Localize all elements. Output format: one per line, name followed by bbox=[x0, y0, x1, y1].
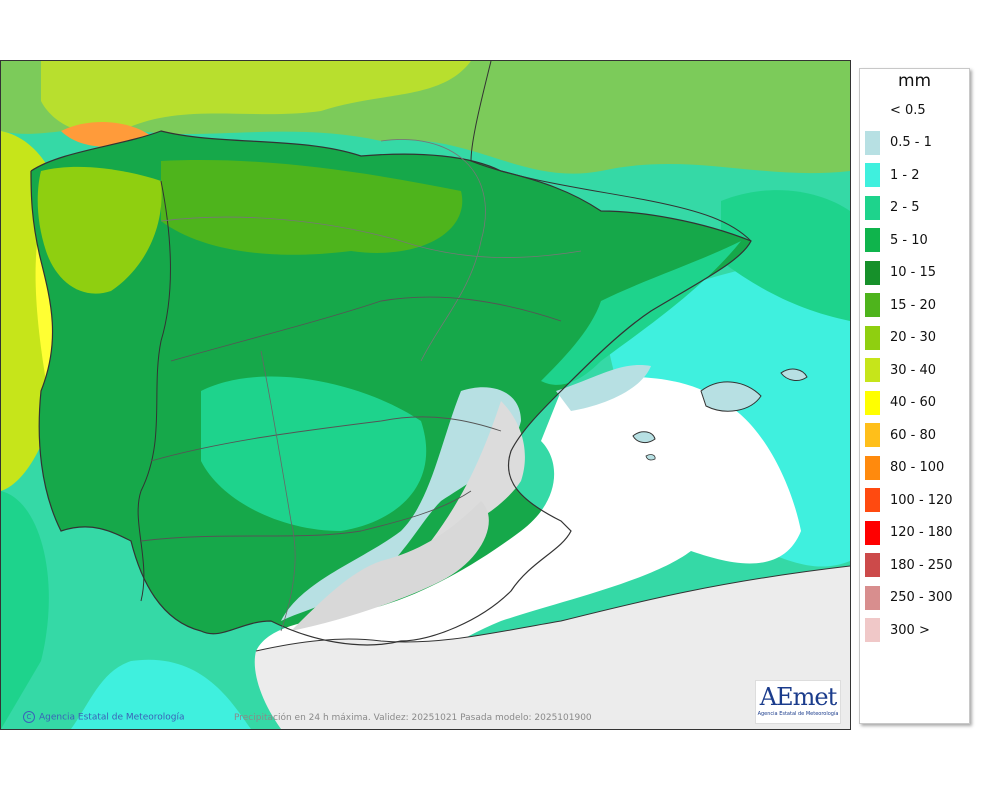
legend-label: 300 > bbox=[890, 622, 930, 638]
legend-label: < 0.5 bbox=[890, 102, 926, 118]
dry-relief-southeast bbox=[291, 501, 489, 631]
legend-swatch bbox=[865, 618, 880, 642]
legend-swatch bbox=[865, 585, 880, 610]
legend-item: 15 - 20 bbox=[865, 293, 936, 317]
legend-item: 0.5 - 1 bbox=[865, 130, 932, 155]
region-border-5 bbox=[140, 490, 472, 542]
legend-item: 80 - 100 bbox=[865, 455, 945, 480]
legend-swatch bbox=[865, 130, 880, 155]
agency-credit-text: Agencia Estatal de Meteorología bbox=[39, 712, 185, 723]
legend-swatch bbox=[865, 488, 880, 512]
legend-swatch bbox=[865, 293, 880, 317]
legend-item: 250 - 300 bbox=[865, 585, 953, 610]
map-caption: Precipitación en 24 h máxima. Validez: 2… bbox=[234, 713, 592, 723]
menorca bbox=[780, 368, 808, 381]
region-border-4 bbox=[150, 416, 502, 462]
legend-item: 5 - 10 bbox=[865, 228, 928, 252]
legend-label: 15 - 20 bbox=[890, 297, 937, 313]
legend-item: 100 - 120 bbox=[865, 488, 953, 512]
legend-swatch bbox=[865, 358, 880, 382]
southwest-band bbox=[1, 491, 49, 729]
legend-item: 20 - 30 bbox=[865, 325, 937, 350]
portugal-coastline bbox=[30, 170, 202, 632]
legend-label: 100 - 120 bbox=[890, 492, 953, 508]
legend-label: 10 - 15 bbox=[890, 265, 937, 280]
legend-label: 80 - 100 bbox=[890, 460, 945, 475]
agency-credit[interactable]: C Agencia Estatal de Meteorología bbox=[23, 711, 185, 723]
legend-label: 60 - 80 bbox=[890, 427, 937, 443]
region-border-6 bbox=[260, 350, 296, 632]
legend-item: 10 - 15 bbox=[865, 260, 937, 285]
legend-item: 30 - 40 bbox=[865, 358, 936, 382]
region-border-1 bbox=[380, 139, 486, 362]
dry-relief-east bbox=[431, 401, 525, 541]
precipitation-map[interactable]: C Agencia Estatal de Meteorología Precipi… bbox=[0, 60, 851, 730]
legend-swatch bbox=[865, 163, 880, 187]
legend-label: 2 - 5 bbox=[890, 200, 920, 215]
legend-label: 20 - 30 bbox=[890, 330, 937, 345]
legend-swatch bbox=[865, 195, 880, 220]
legend-swatch bbox=[865, 260, 880, 285]
precipitation-legend: mm < 0.5 0.5 - 1 1 - 2 2 - 5 5 - 10 10 - 15 15… bbox=[859, 68, 970, 724]
mallorca bbox=[700, 381, 762, 412]
legend-item: 300 > bbox=[865, 618, 930, 642]
galicia-band bbox=[37, 166, 162, 294]
legend-label: 30 - 40 bbox=[890, 362, 937, 378]
legend-label: 250 - 300 bbox=[890, 590, 953, 605]
legend-swatch bbox=[865, 98, 880, 122]
legend-item: 60 - 80 bbox=[865, 423, 936, 447]
legend-label: 1 - 2 bbox=[890, 167, 920, 183]
north-yellow-band bbox=[41, 61, 471, 134]
copyright-icon: C bbox=[23, 711, 35, 723]
region-border-3 bbox=[170, 296, 562, 362]
legend-item: 2 - 5 bbox=[865, 195, 920, 220]
north-africa-land bbox=[254, 566, 850, 729]
logo-subtitle: Agencia Estatal de Meteorología bbox=[757, 711, 839, 717]
legend-swatch bbox=[865, 553, 880, 577]
iberia-land bbox=[31, 131, 751, 645]
legend-item: < 0.5 bbox=[865, 98, 926, 122]
africa-coastline bbox=[255, 565, 850, 652]
northeast-green bbox=[721, 190, 850, 321]
region-border-2 bbox=[160, 216, 582, 258]
legend-label: 180 - 250 bbox=[890, 557, 953, 573]
catalonia-coast bbox=[541, 241, 741, 385]
france-border bbox=[470, 61, 752, 242]
legend-swatch bbox=[865, 520, 880, 545]
aemet-logo[interactable]: AEmet Agencia Estatal de Meteorología bbox=[755, 680, 841, 724]
dry-sea-area bbox=[256, 377, 801, 692]
legend-unit: mm bbox=[897, 71, 932, 91]
south-cyan-band bbox=[71, 659, 251, 729]
legend-label: 0.5 - 1 bbox=[890, 135, 932, 150]
legend-label: 120 - 180 bbox=[890, 525, 953, 540]
legend-swatch bbox=[865, 228, 880, 252]
map-canvas bbox=[1, 61, 850, 729]
iberia-coastline bbox=[30, 130, 752, 646]
logo-mark: AEmet bbox=[759, 683, 837, 711]
light-cyan-strip bbox=[556, 365, 651, 411]
legend-swatch bbox=[865, 423, 880, 447]
southeast-light bbox=[281, 387, 521, 621]
cantabrian-band bbox=[161, 160, 463, 255]
legend-item: 120 - 180 bbox=[865, 520, 953, 545]
formentera bbox=[645, 454, 656, 461]
legend-item: 180 - 250 bbox=[865, 553, 953, 577]
central-green bbox=[201, 376, 427, 531]
legend-label: 5 - 10 bbox=[890, 232, 928, 248]
legend-swatch bbox=[865, 325, 880, 350]
spain-portugal-border bbox=[137, 180, 171, 602]
legend-item: 1 - 2 bbox=[865, 163, 920, 187]
legend-item: 40 - 60 bbox=[865, 390, 937, 415]
legend-label: 40 - 60 bbox=[890, 395, 937, 410]
ibiza bbox=[632, 431, 656, 444]
legend-swatch bbox=[865, 390, 880, 415]
legend-swatch bbox=[865, 455, 880, 480]
